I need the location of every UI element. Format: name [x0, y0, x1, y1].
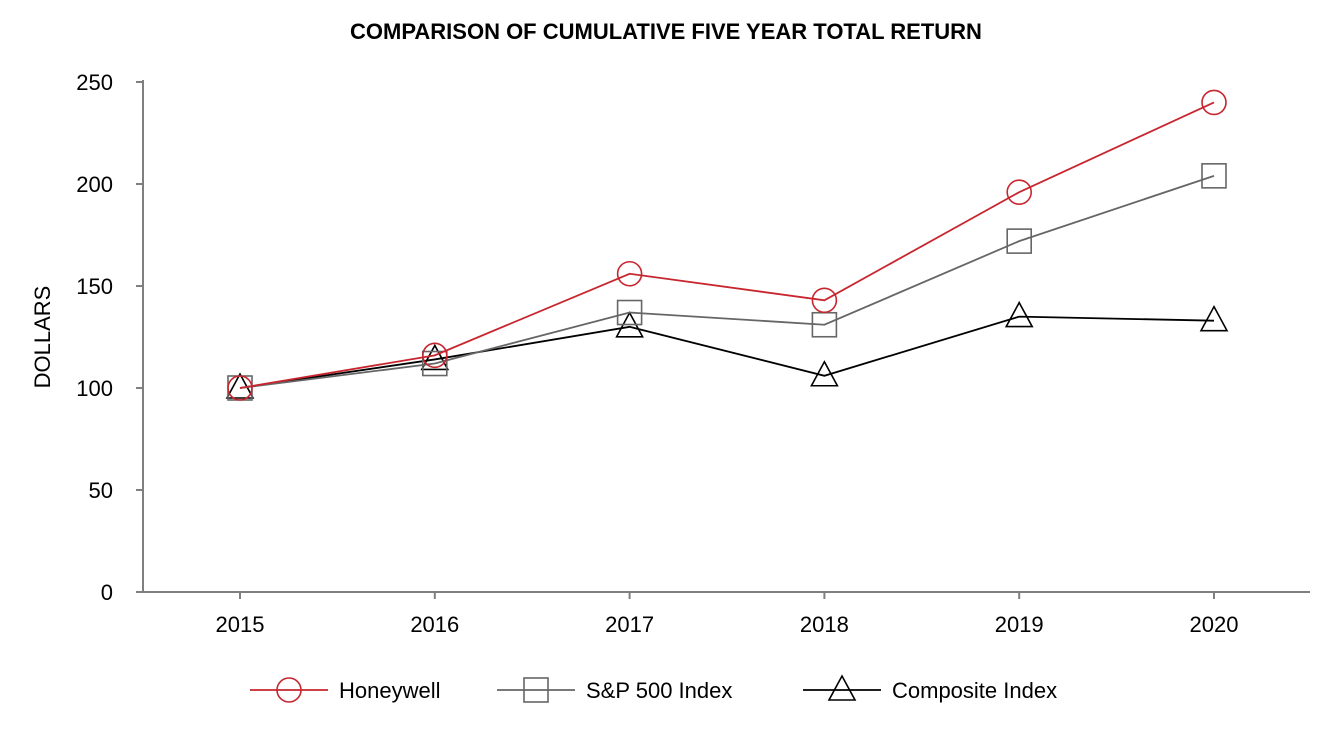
- legend-item-honeywell: Honeywell: [250, 677, 441, 703]
- y-ticks: 0 50 100 150 200 250: [76, 70, 143, 605]
- data-point-marker: [1201, 89, 1227, 116]
- series-composite-index: [225, 300, 1229, 399]
- data-point-marker: [1006, 228, 1033, 254]
- series-line-s-p-500-index: [239, 174, 1215, 389]
- data-point-marker: [1199, 305, 1229, 332]
- x-tick-label: 2020: [1190, 612, 1239, 637]
- x-tick-label: 2019: [995, 612, 1044, 637]
- legend-label: Honeywell: [339, 678, 441, 703]
- y-axis-label: DOLLARS: [30, 286, 55, 389]
- x-tick-label: 2018: [800, 612, 849, 637]
- data-point-marker: [421, 342, 448, 369]
- legend-marker: [523, 677, 549, 703]
- y-tick-label: 250: [76, 70, 113, 95]
- x-ticks: 2015 2016 2017 2018 2019 2020: [216, 592, 1239, 637]
- data-point-marker: [810, 360, 839, 387]
- y-tick-label: 50: [89, 478, 113, 503]
- data-point-marker: [421, 350, 448, 377]
- data-point-marker: [616, 260, 643, 287]
- chart-title: COMPARISON OF CUMULATIVE FIVE YEAR TOTAL…: [350, 19, 982, 44]
- y-tick-label: 200: [76, 172, 113, 197]
- series-layer: [225, 89, 1229, 401]
- legend-item-s-p-500-index: S&P 500 Index: [497, 677, 732, 703]
- legend-label: Composite Index: [892, 678, 1057, 703]
- y-tick-label: 100: [76, 376, 113, 401]
- data-point-marker: [1004, 300, 1034, 328]
- data-point-marker: [1006, 179, 1033, 205]
- legend: Honeywell S&P 500 Index Composite Index: [250, 674, 1057, 703]
- legend-item-composite-index: Composite Index: [803, 674, 1057, 703]
- data-point-marker: [420, 343, 450, 371]
- data-point-marker: [1201, 163, 1227, 189]
- data-point-marker: [227, 375, 253, 401]
- x-tick-label: 2016: [410, 612, 459, 637]
- series-line-honeywell: [239, 101, 1215, 389]
- series-honeywell: [227, 89, 1227, 401]
- legend-marker: [827, 674, 857, 701]
- data-point-marker: [616, 299, 643, 326]
- x-tick-label: 2017: [605, 612, 654, 637]
- y-tick-label: 150: [76, 274, 113, 299]
- data-point-marker: [811, 287, 838, 314]
- legend-label: S&P 500 Index: [586, 678, 732, 703]
- x-tick-label: 2015: [216, 612, 265, 637]
- legend-marker: [276, 677, 302, 703]
- y-tick-label: 0: [101, 580, 113, 605]
- series-line-composite-index: [239, 315, 1215, 389]
